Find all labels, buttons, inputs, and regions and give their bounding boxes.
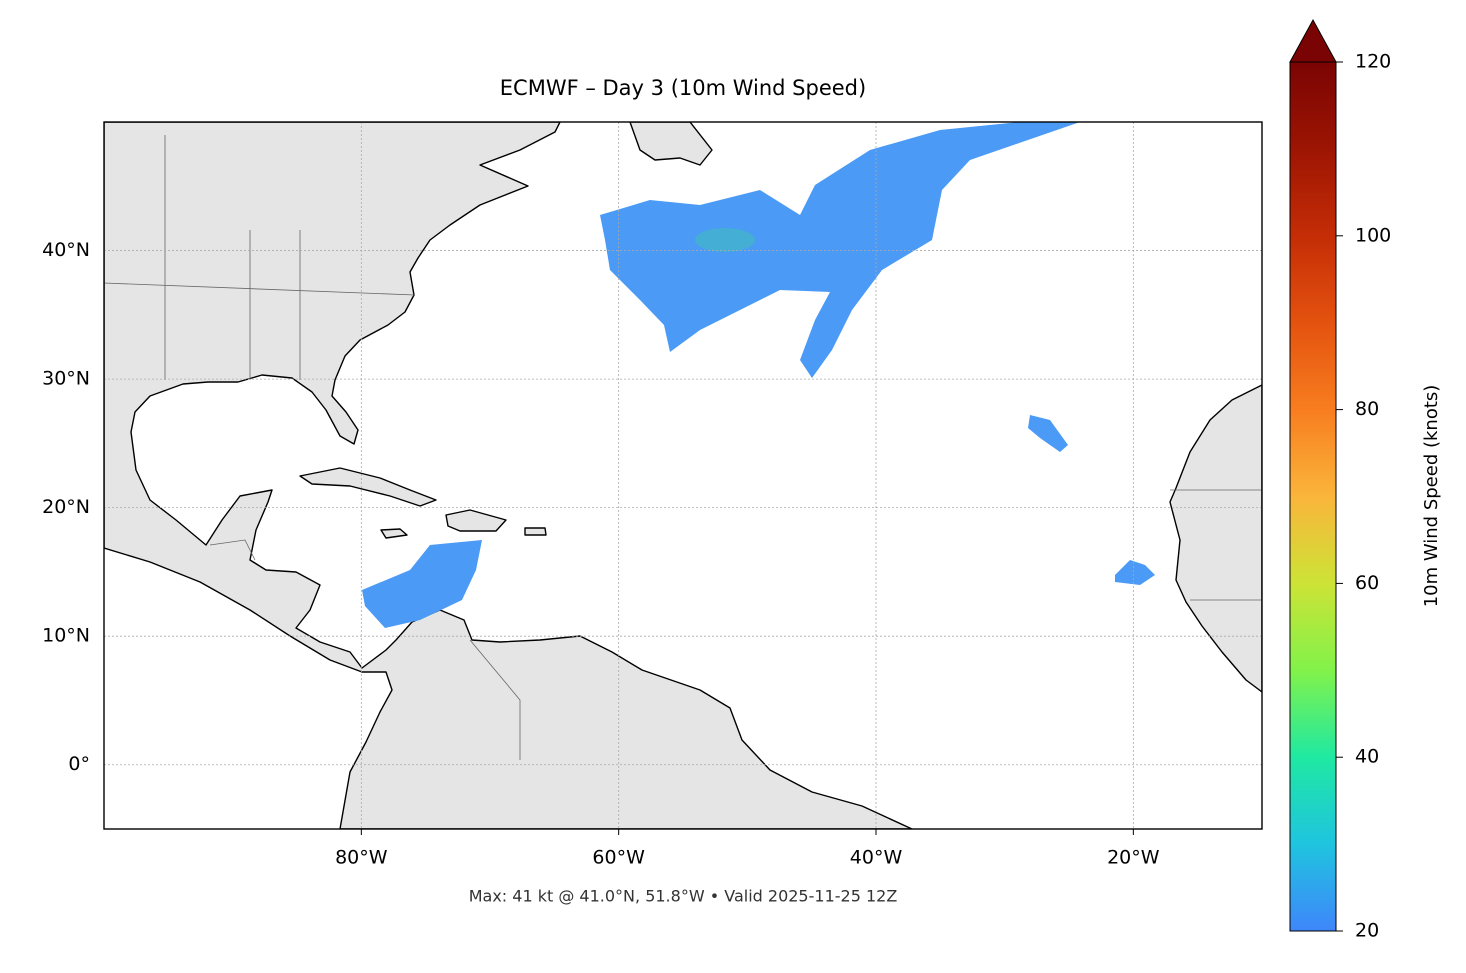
cuba [299, 467, 437, 507]
map-frame [103, 121, 1263, 830]
borders [104, 135, 1262, 760]
y-tick-label: 0° [68, 753, 90, 775]
americas [104, 122, 913, 829]
footer: Max: 41 kt @ 41.0°N, 51.8°W • Valid 2025… [469, 887, 898, 906]
wind-area [1028, 415, 1068, 452]
y-tick-label: 10°N [42, 625, 90, 647]
y-tick-label: 40°N [42, 239, 90, 261]
jamaica [380, 528, 408, 539]
x-tick-label: 80°W [335, 847, 388, 869]
y-tick-label: 20°N [42, 496, 90, 518]
africa [1169, 384, 1262, 693]
colorbar-tick-label: 100 [1355, 224, 1391, 246]
colorbar-label: 10m Wind Speed (knots) [1421, 385, 1442, 608]
colorbar-tick-label: 20 [1355, 920, 1379, 942]
chart-title: ECMWF – Day 3 (10m Wind Speed) [500, 76, 866, 100]
hispaniola [445, 509, 507, 532]
colorbar-tick-label: 120 [1355, 51, 1391, 73]
wind-area [1115, 560, 1155, 585]
x-tick-label: 40°W [850, 847, 903, 869]
map [104, 122, 1262, 829]
colorbar [1289, 61, 1337, 932]
colorbar-tick-label: 60 [1355, 572, 1379, 594]
x-tick-label: 20°W [1107, 847, 1160, 869]
colorbar-extend [1289, 18, 1337, 63]
newfoundland [629, 122, 713, 166]
x-tick-label: 60°W [592, 847, 645, 869]
puerto-rico [524, 527, 547, 536]
wind-area [362, 540, 482, 628]
colorbar-tick-label: 80 [1355, 398, 1379, 420]
y-tick-label: 30°N [42, 368, 90, 390]
colorbar-tick-label: 40 [1355, 746, 1379, 768]
wind-area [600, 122, 1080, 378]
wind-peak [695, 228, 755, 252]
